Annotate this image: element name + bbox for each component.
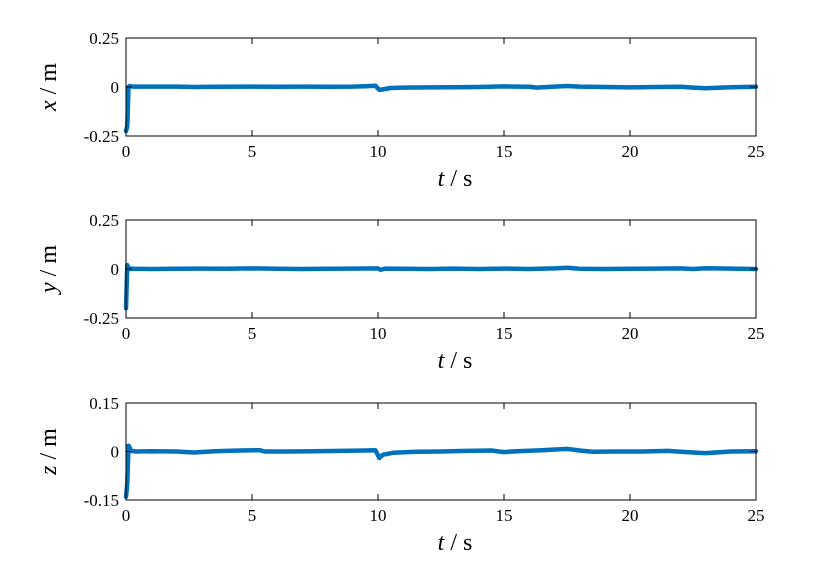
y-axis-separator: /	[36, 447, 62, 466]
x-tick-label: 20	[622, 142, 639, 161]
y-axis-label: z / m	[36, 428, 62, 476]
x-tick-label: 15	[496, 142, 513, 161]
y-tick-label: 0.25	[89, 211, 119, 230]
x-axis-unit: s	[463, 530, 472, 556]
x-tick-label: 15	[496, 324, 513, 343]
x-tick-label: 25	[748, 142, 765, 161]
x-axis-separator: /	[444, 166, 463, 192]
x-tick-label: 5	[248, 506, 257, 525]
y-tick-label: -0.25	[84, 127, 119, 146]
x-tick-label: 10	[370, 506, 387, 525]
x-axis-label: t / s	[438, 348, 473, 374]
y-axis-label: x / m	[36, 63, 62, 112]
x-tick-label: 10	[370, 324, 387, 343]
y-axis-separator: /	[36, 264, 62, 283]
y-tick-label: 0	[111, 443, 120, 462]
x-tick-label: 0	[122, 324, 131, 343]
x-axis-unit: s	[463, 348, 472, 374]
series-line	[123, 83, 759, 134]
y-tick-label: -0.15	[84, 491, 119, 510]
y-axis-separator: /	[36, 82, 62, 101]
y-position-panel: 0 5 10 15 20 250.250-0.25t / sy / m	[36, 211, 765, 374]
y-tick-label: -0.25	[84, 309, 119, 328]
x-tick-label: 20	[622, 506, 639, 525]
y-tick-label: 0.25	[89, 29, 119, 48]
z-position-panel: 0 5 10 15 20 250.150-0.15t / sz / m	[36, 394, 765, 556]
y-axis-label: y / m	[36, 245, 62, 295]
x-position-panel: 0 5 10 15 20 250.250-0.25t / sx / m	[36, 29, 765, 192]
x-tick-label: 20	[622, 324, 639, 343]
y-axis-unit: m	[36, 63, 62, 82]
x-tick-label: 25	[748, 506, 765, 525]
x-axis-variable: t	[438, 530, 446, 556]
y-axis-unit: m	[36, 245, 62, 264]
y-axis-variable: z	[36, 465, 62, 476]
x-axis-separator: /	[444, 348, 463, 374]
x-tick-label: 0	[122, 142, 131, 161]
x-axis-label: t / s	[438, 530, 473, 556]
x-tick-label: 5	[248, 324, 257, 343]
y-axis-variable: y	[36, 282, 62, 295]
x-tick-label: 10	[370, 142, 387, 161]
y-axis-unit: m	[36, 428, 62, 447]
x-axis-unit: s	[463, 166, 472, 192]
x-tick-label: 5	[248, 142, 257, 161]
y-tick-label: 0	[111, 260, 120, 279]
x-axis-variable: t	[438, 166, 446, 192]
x-tick-label: 0	[122, 506, 131, 525]
x-axis-variable: t	[438, 348, 446, 374]
series-line	[123, 262, 759, 311]
series-line	[123, 443, 759, 500]
x-tick-label: 15	[496, 506, 513, 525]
y-tick-label: 0	[111, 78, 120, 97]
x-axis-label: t / s	[438, 166, 473, 192]
x-axis-separator: /	[444, 530, 463, 556]
x-tick-label: 25	[748, 324, 765, 343]
y-axis-variable: x	[36, 100, 62, 112]
y-tick-label: 0.15	[89, 394, 119, 413]
